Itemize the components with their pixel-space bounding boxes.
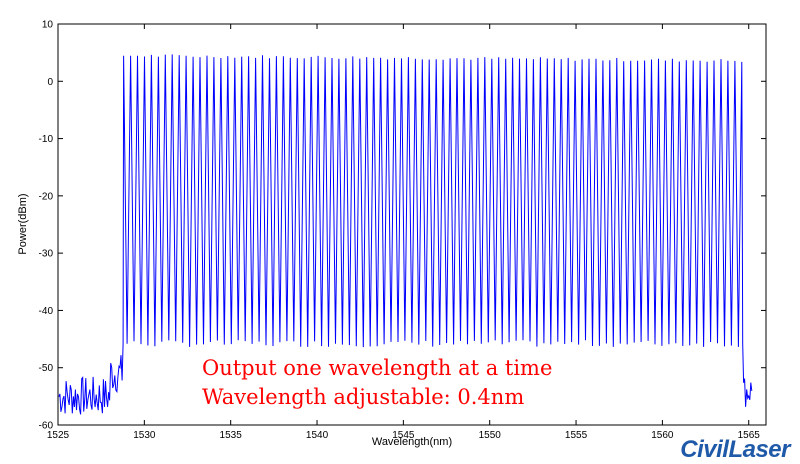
y-axis-label: Power(dBm) <box>17 193 29 254</box>
x-tick-label: 1535 <box>220 430 243 441</box>
x-tick-label: 1540 <box>306 430 329 441</box>
x-tick-label: 1545 <box>392 430 415 441</box>
y-tick-label: -30 <box>39 249 54 260</box>
x-axis-label: Wavelength(nm) <box>372 436 452 448</box>
x-tick-label: 1550 <box>479 430 502 441</box>
y-tick-label: -10 <box>39 134 54 145</box>
y-tick-label: -40 <box>39 306 54 317</box>
y-tick-label: -60 <box>39 421 54 432</box>
plot-area <box>57 23 767 426</box>
x-tick-label: 1555 <box>565 430 588 441</box>
y-tick-label: 10 <box>42 20 54 31</box>
x-tick-label: 1560 <box>651 430 674 441</box>
spectrum-trace <box>58 54 753 415</box>
x-axis-ticks: 1525 1530 1535 1540 1545 1550 1555 1560 1565 <box>47 24 760 441</box>
x-tick-label: 1565 <box>738 430 761 441</box>
annotation-output-mode: Output one wavelength at a time <box>202 356 553 380</box>
y-tick-label: 0 <box>47 77 53 88</box>
x-tick-label: 1530 <box>133 430 156 441</box>
annotation-adjustable-step: Wavelength adjustable: 0.4nm <box>202 385 525 409</box>
y-tick-label: -50 <box>39 363 54 374</box>
y-axis-ticks: 10 0 -10 -20 -30 -40 -50 -60 <box>39 20 766 432</box>
y-tick-label: -20 <box>39 191 54 202</box>
civillaser-logo: CivilLaser <box>680 436 790 463</box>
x-tick-label: 1525 <box>47 430 70 441</box>
